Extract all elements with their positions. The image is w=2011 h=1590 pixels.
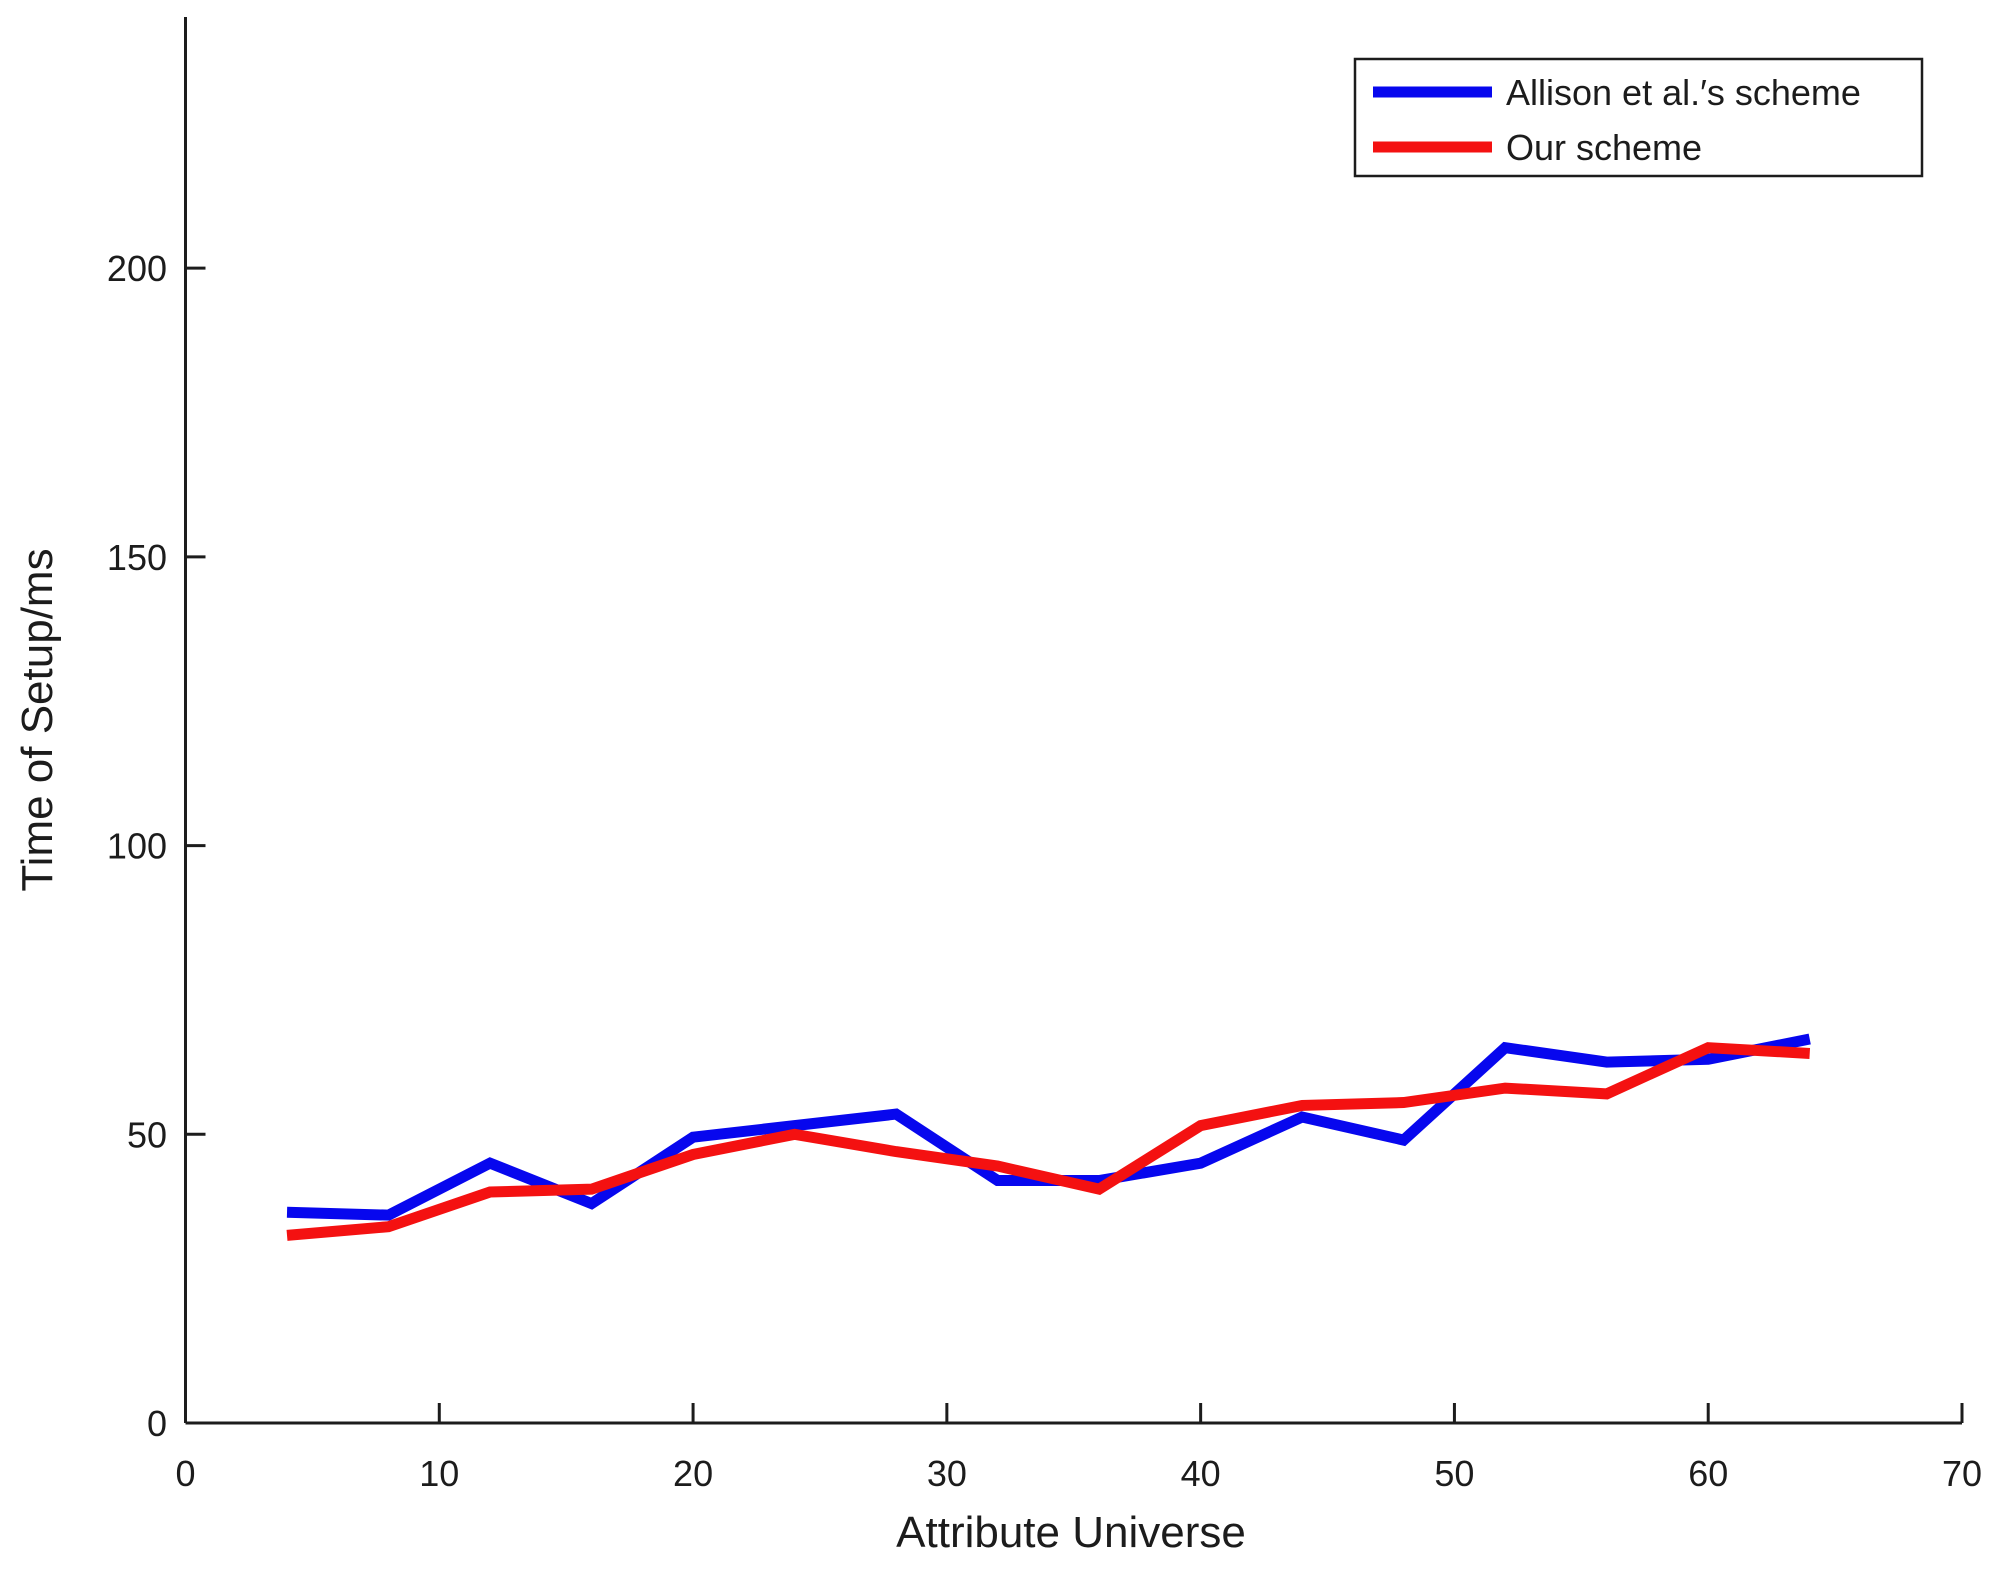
x-axis-title: Attribute Universe <box>896 1508 1246 1557</box>
y-tick-label: 0 <box>147 1403 167 1444</box>
x-tick-label: 0 <box>175 1453 195 1494</box>
y-tick-label: 200 <box>107 248 167 289</box>
x-tick-label: 30 <box>927 1453 967 1494</box>
x-tick-label: 60 <box>1688 1453 1728 1494</box>
x-tick-label: 10 <box>419 1453 459 1494</box>
x-tick-label: 20 <box>673 1453 713 1494</box>
legend-item-label-1: Our scheme <box>1506 127 1702 168</box>
legend-item-label-0: Allison et al.′s scheme <box>1506 72 1861 113</box>
y-tick-label: 100 <box>107 826 167 867</box>
y-axis-title: Time of Setup/ms <box>13 548 62 891</box>
x-tick-label: 50 <box>1434 1453 1474 1494</box>
legend-box <box>1353 57 1924 178</box>
series-line-1 <box>286 1042 1811 1241</box>
x-tick-label: 40 <box>1181 1453 1221 1494</box>
x-tick-label: 70 <box>1942 1453 1982 1494</box>
y-tick-label: 50 <box>127 1114 167 1155</box>
y-tick-label: 150 <box>107 537 167 578</box>
